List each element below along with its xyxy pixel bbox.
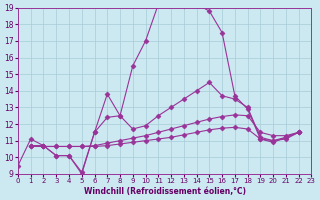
X-axis label: Windchill (Refroidissement éolien,°C): Windchill (Refroidissement éolien,°C): [84, 187, 246, 196]
